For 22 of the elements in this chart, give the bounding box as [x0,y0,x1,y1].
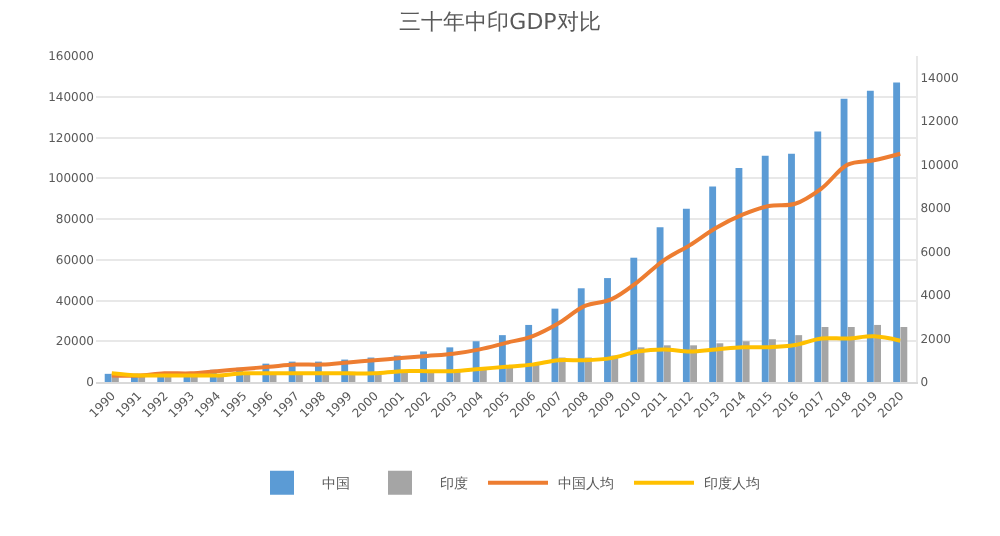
bar [577,288,585,382]
bar [874,324,881,382]
bar [709,186,717,382]
bar [427,371,435,382]
bar [104,373,112,382]
bar [847,326,855,382]
bar [742,341,750,382]
bar [682,208,690,382]
bar [900,326,908,382]
bar [630,257,638,382]
bar [656,227,664,382]
bar [788,153,795,382]
bar [866,90,874,382]
bar [893,82,901,382]
line-series [109,151,903,378]
line-series [109,334,903,378]
chart-title: 三十年中印GDP对比 [399,8,601,35]
bar [401,371,408,382]
bar [604,278,611,382]
bar [761,155,769,382]
bar [795,335,803,382]
bar [814,131,822,382]
